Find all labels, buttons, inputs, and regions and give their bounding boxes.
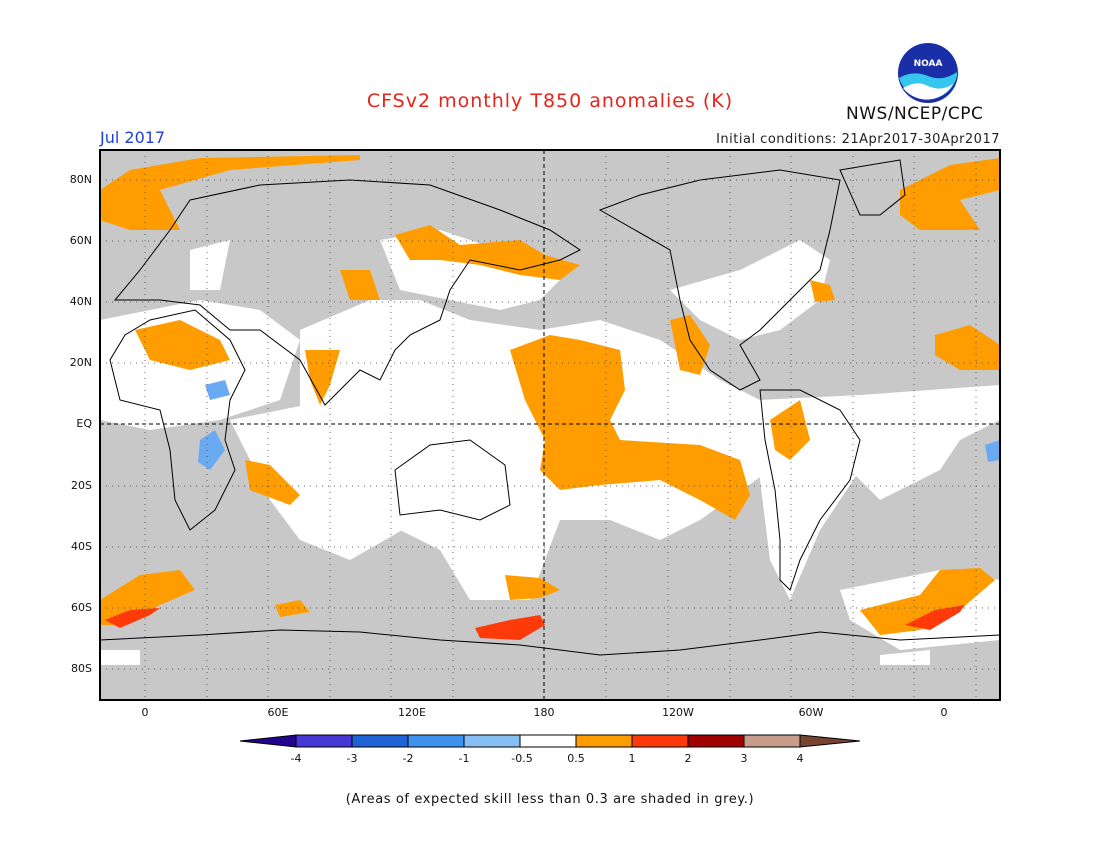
greenland-coast xyxy=(839,159,906,216)
colorbar-arrow-left xyxy=(239,734,297,748)
lat-label: 60S xyxy=(71,601,92,614)
warm-mexico xyxy=(670,315,710,375)
forecast-month: Jul 2017 xyxy=(100,128,166,147)
siberia-white xyxy=(190,240,230,290)
colorbar-label: 2 xyxy=(684,752,692,765)
warm-arctic-east xyxy=(900,158,1000,230)
eurasia-coast xyxy=(113,179,581,406)
noaa-logo: NOAA xyxy=(898,43,958,103)
agency-label: NWS/NCEP/CPC xyxy=(846,104,984,124)
reference-lines xyxy=(100,150,1000,700)
initial-conditions: Initial conditions: 21Apr2017-30Apr2017 xyxy=(716,132,1000,147)
colorbar-bin-1 xyxy=(295,734,353,748)
colorbar-bin-7 xyxy=(631,734,689,748)
cool-south-atlantic xyxy=(985,440,1000,462)
warm-amazon xyxy=(770,400,810,460)
lat-label: 20N xyxy=(69,356,92,369)
lon-label: 0 xyxy=(940,706,948,719)
warm-europe-north xyxy=(810,280,835,302)
colorbar-bin-5 xyxy=(519,734,577,748)
colorbar-bin-4 xyxy=(463,734,521,748)
colorbar-label: -3 xyxy=(346,752,358,765)
warm-atlantic-east xyxy=(935,325,1000,370)
hot-southern-atlantic xyxy=(105,608,160,628)
cool-anomalies xyxy=(198,380,1000,470)
cool-horn-africa xyxy=(205,380,230,400)
colorbar-bin-8 xyxy=(687,734,745,748)
colorbar-label: -1 xyxy=(458,752,470,765)
indian-ocean-white xyxy=(230,400,440,560)
antarctic-white xyxy=(100,650,140,665)
africa-coast xyxy=(109,309,246,531)
antarctica-coast xyxy=(99,629,1001,656)
warm-india xyxy=(305,350,340,405)
cool-east-africa xyxy=(198,430,225,470)
colorbar-bin-3 xyxy=(407,734,465,748)
colorbar-label: 1 xyxy=(628,752,636,765)
lat-label: 80S xyxy=(71,662,92,675)
logo-wordmark: NOAA xyxy=(914,59,943,69)
warm-arctic-atlantic xyxy=(100,155,360,230)
colorbar-bin-2 xyxy=(351,734,409,748)
warm-southern-pacific xyxy=(505,575,560,600)
colorbar-label: -0.5 xyxy=(511,752,533,765)
warm-southern-atlantic-east xyxy=(860,568,995,635)
colorbar-label: 0.5 xyxy=(567,752,585,765)
lon-label: 60E xyxy=(267,706,289,719)
map-title: CFSv2 monthly T850 anomalies (K) xyxy=(366,90,734,112)
warm-madagascar xyxy=(245,460,300,505)
colorbar-arrow-right xyxy=(799,734,861,748)
lon-label: 180 xyxy=(533,706,555,719)
north-america-coast xyxy=(598,169,841,391)
lat-label: EQ xyxy=(76,417,92,430)
australia-coast xyxy=(394,439,511,521)
warm-south-atlantic xyxy=(100,570,195,625)
graticule xyxy=(100,150,1000,700)
lat-label: 20S xyxy=(71,479,92,492)
hot-weddell xyxy=(905,605,965,630)
warm-pacific-el-nino xyxy=(510,335,750,520)
lat-label: 60N xyxy=(69,234,92,247)
coastlines xyxy=(99,159,1001,656)
colorbar-label: 3 xyxy=(740,752,748,765)
lon-label: 60W xyxy=(798,706,824,719)
colorbar-label: -4 xyxy=(290,752,302,765)
warm-south-indian xyxy=(275,600,310,617)
colorbar-bin-6 xyxy=(575,734,633,748)
lat-label: 40S xyxy=(71,540,92,553)
hot-anomalies xyxy=(105,605,965,640)
antarctic-white-2 xyxy=(880,650,930,665)
map-panel xyxy=(99,149,1001,701)
colorbar-bin-9 xyxy=(743,734,801,748)
colorbar-label: 4 xyxy=(796,752,804,765)
warm-asia xyxy=(340,270,380,300)
colorbar xyxy=(239,734,861,748)
skill-footnote: (Areas of expected skill less than 0.3 a… xyxy=(345,792,755,807)
hot-ross-sea xyxy=(475,615,545,640)
warm-sahara xyxy=(135,320,230,370)
colorbar-label: -2 xyxy=(402,752,414,765)
lat-label: 80N xyxy=(69,173,92,186)
lon-label: 120E xyxy=(398,706,426,719)
lat-label: 40N xyxy=(69,295,92,308)
map-frame xyxy=(99,149,1001,701)
lon-label: 0 xyxy=(141,706,149,719)
lon-label: 120W xyxy=(662,706,694,719)
south-america-coast xyxy=(759,389,861,591)
east-pacific-white xyxy=(670,240,830,340)
